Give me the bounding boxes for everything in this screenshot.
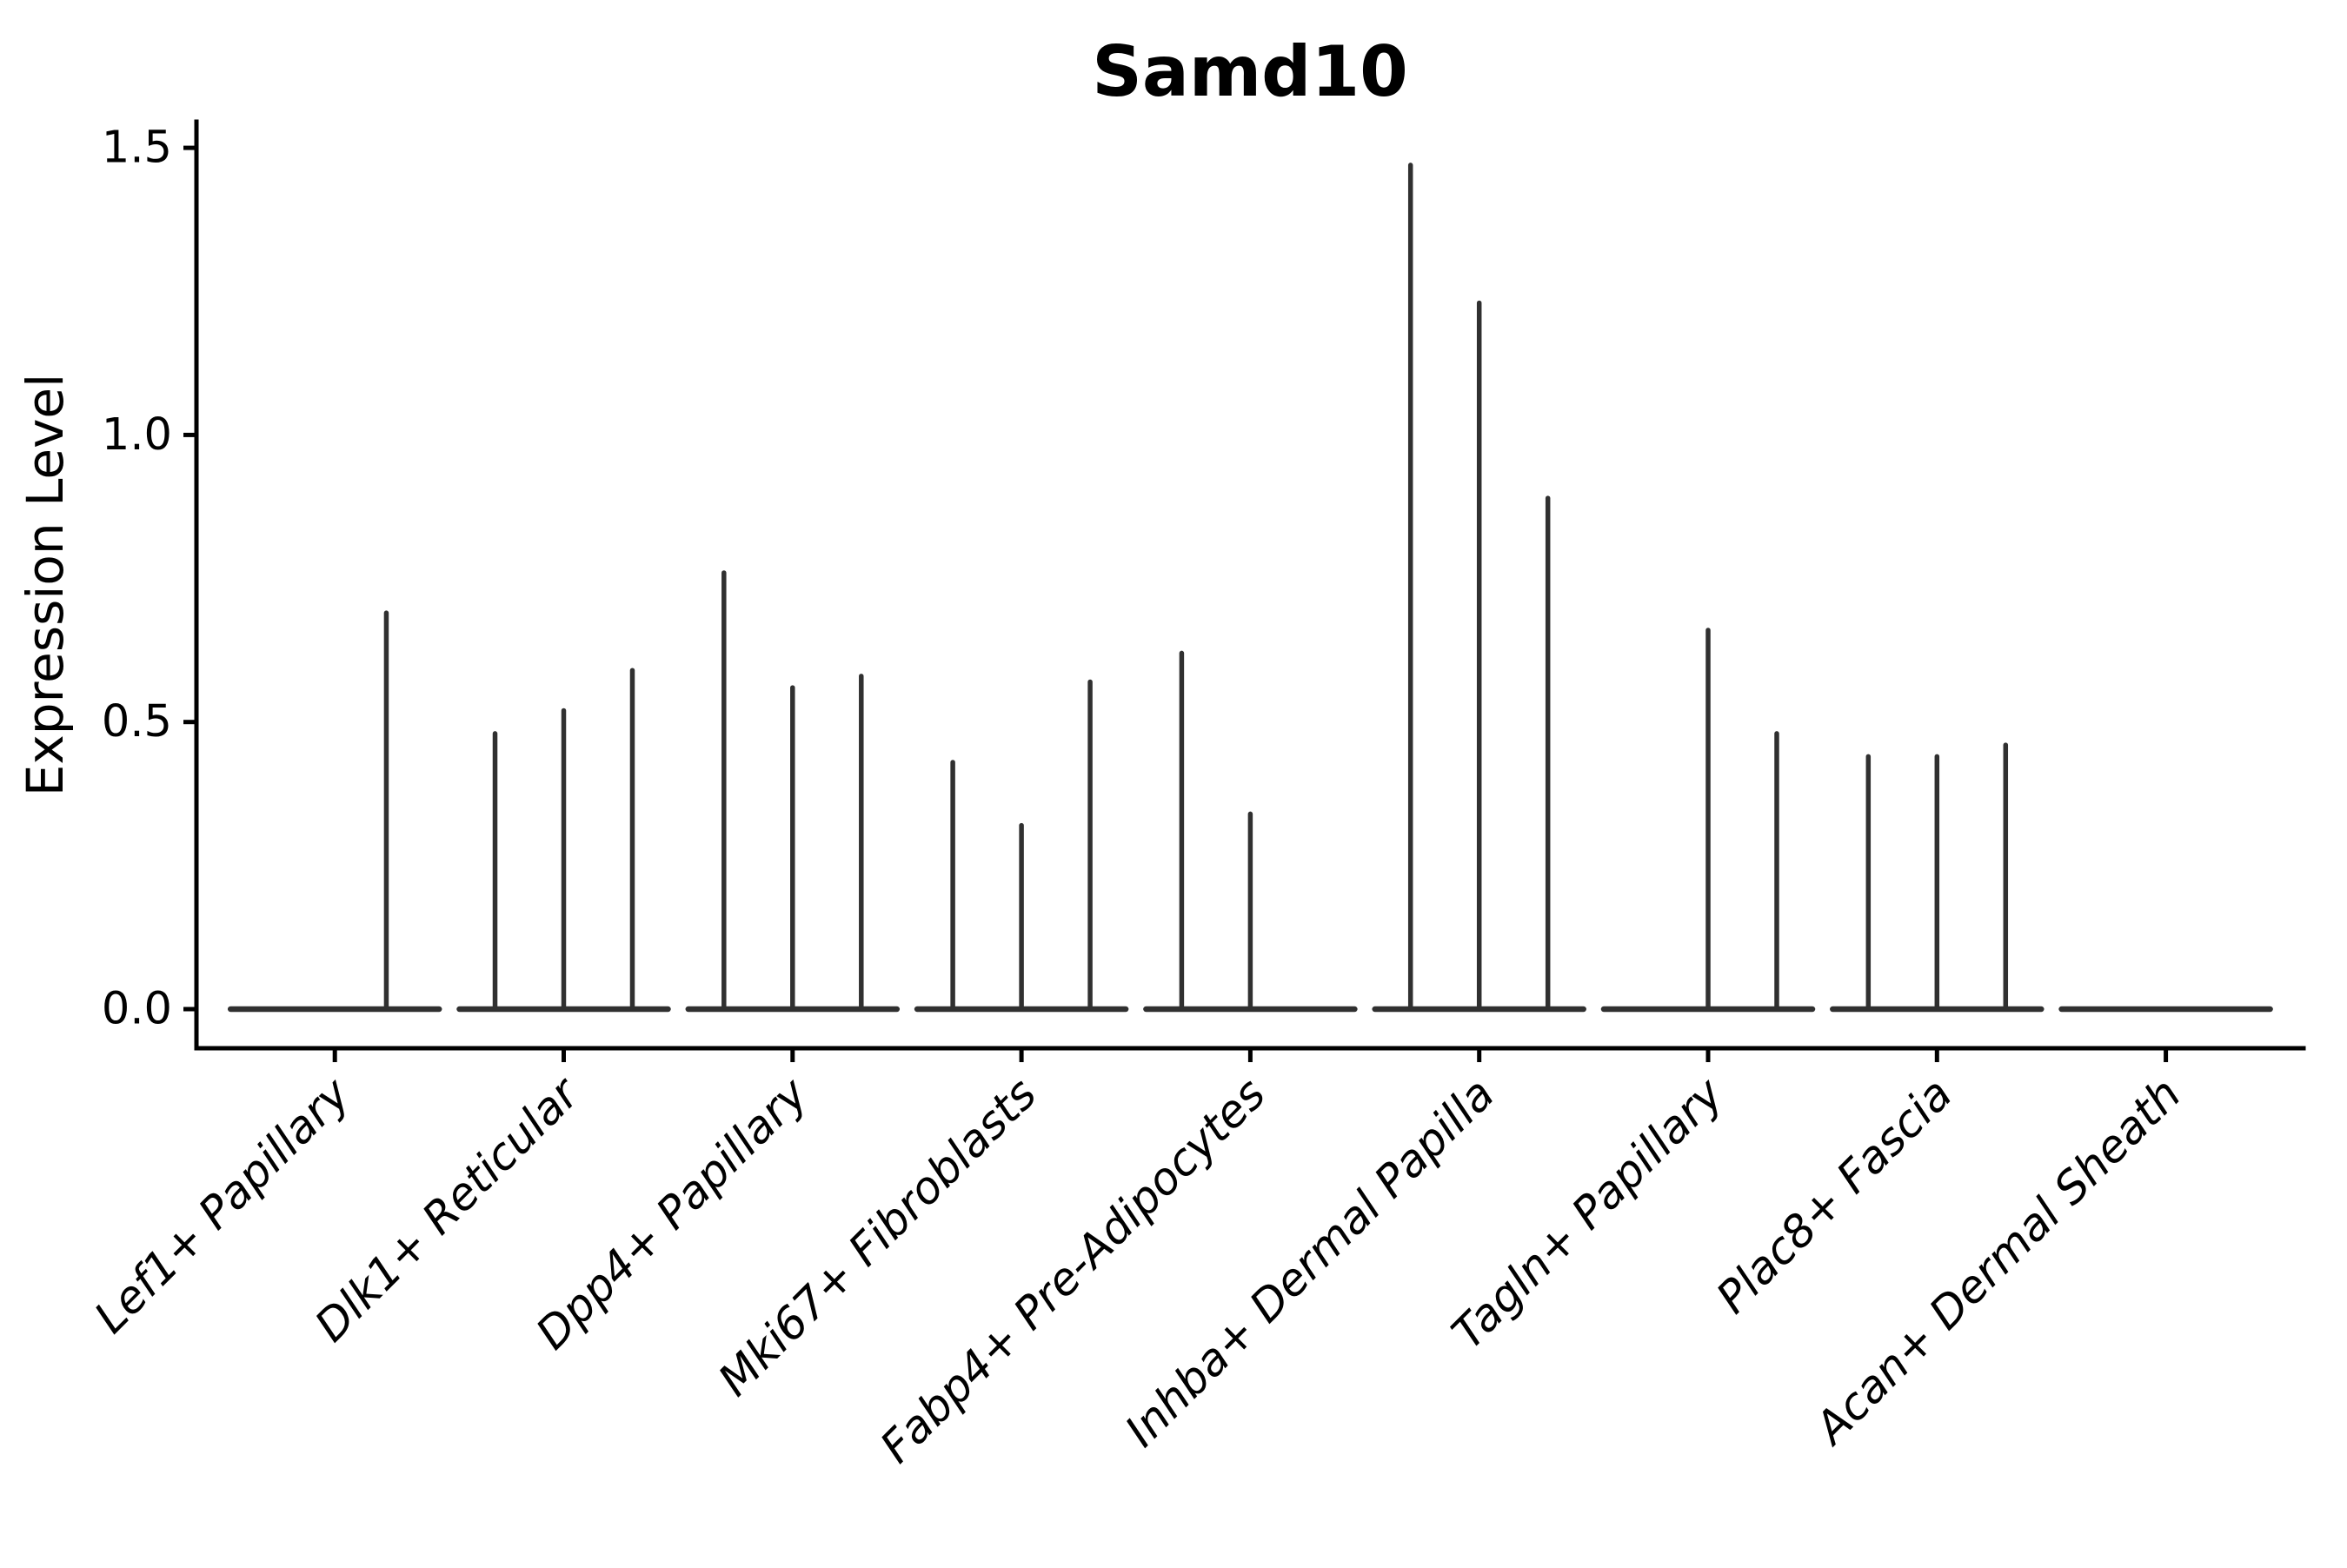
x-tick-label: Plac8+ Fascia bbox=[1707, 1068, 1963, 1324]
chart-title: Samd10 bbox=[1092, 31, 1408, 112]
y-tick-label: 0.5 bbox=[102, 696, 172, 747]
y-tick-label: 1.0 bbox=[102, 409, 172, 461]
x-tick-label: Fabp4+ Pre-Adipocytes bbox=[871, 1068, 1276, 1473]
y-tick-label: 1.5 bbox=[102, 123, 172, 174]
y-tick-label: 0.0 bbox=[102, 984, 172, 1035]
y-axis-label: Expression Level bbox=[16, 374, 75, 796]
violin-layer bbox=[227, 163, 2273, 1013]
x-tick-label: Inhba+ Dermal Papilla bbox=[1116, 1068, 1505, 1457]
x-tick-label: Acan+ Dermal Sheath bbox=[1804, 1068, 2191, 1455]
